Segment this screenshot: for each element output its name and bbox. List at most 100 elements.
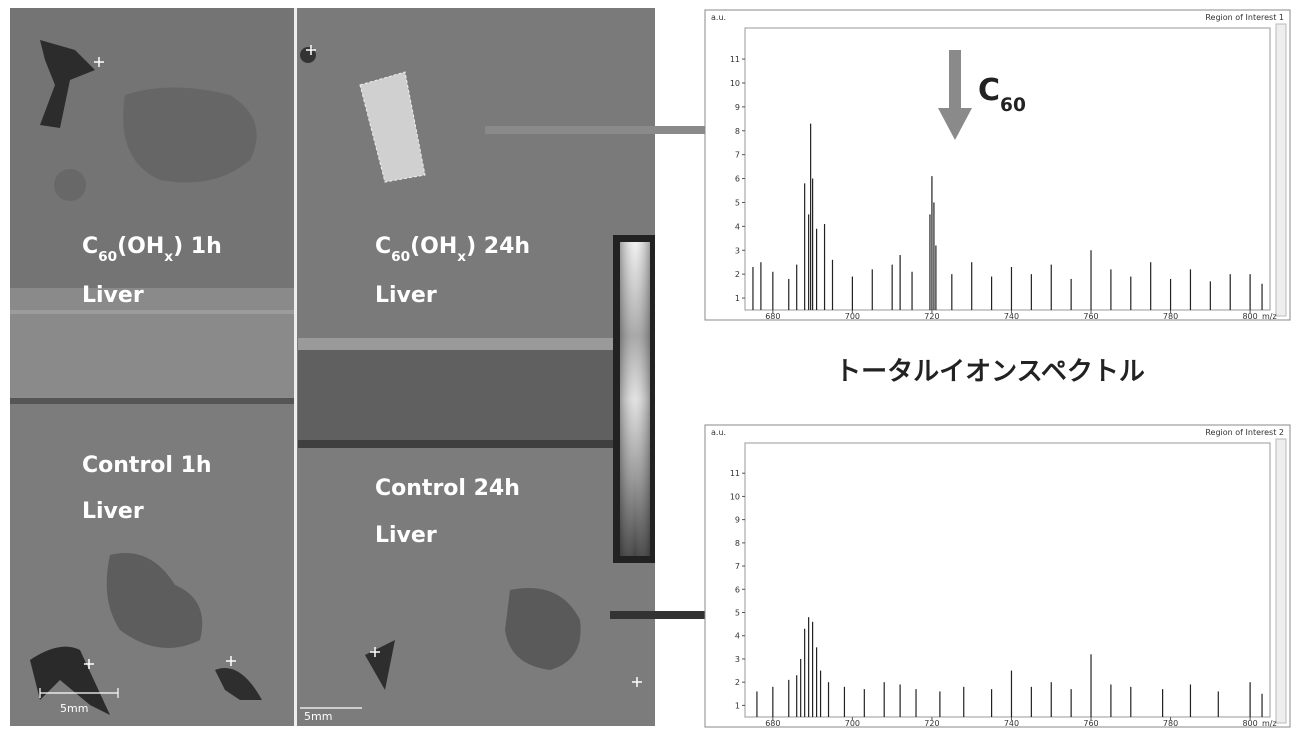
y-tick-label: 4 — [735, 632, 740, 641]
sample-label: Liver — [375, 523, 437, 548]
text-part: C — [978, 73, 1000, 108]
x-axis-label: m/z — [1262, 312, 1277, 321]
text-part: x — [457, 249, 466, 265]
y-axis-label: a.u. — [711, 428, 726, 437]
spectrum-frame — [704, 9, 1291, 321]
x-tick-label: 760 — [1083, 312, 1098, 321]
caption: トータルイオンスペクトル — [835, 357, 1145, 387]
text-part: 60 — [391, 249, 410, 265]
text-part: 60 — [98, 249, 117, 265]
x-tick-label: 760 — [1083, 719, 1098, 728]
y-tick-label: 6 — [735, 175, 740, 184]
y-tick-label: 10 — [730, 492, 740, 501]
y-tick-label: 11 — [730, 55, 740, 64]
sample-label: Control 1h — [82, 453, 212, 478]
y-tick-label: 2 — [735, 678, 740, 687]
y-tick-label: 4 — [735, 222, 740, 231]
tissue — [215, 668, 262, 700]
scrollbar — [1275, 438, 1287, 724]
y-tick-label: 2 — [735, 270, 740, 279]
color-bar — [620, 242, 650, 556]
x-axis-label: m/z — [1262, 719, 1277, 728]
image-region — [298, 8, 655, 338]
image-region — [298, 350, 655, 440]
y-tick-label: 9 — [735, 516, 740, 525]
x-tick-label: 720 — [924, 312, 939, 321]
image-band — [10, 398, 294, 404]
y-tick-label: 3 — [735, 246, 740, 255]
x-tick-label: 680 — [765, 312, 780, 321]
arrow — [610, 600, 785, 630]
plot-area — [744, 27, 1271, 311]
y-tick-label: 7 — [735, 562, 740, 571]
scale-bar-label: 5mm — [60, 702, 88, 715]
x-tick-label: 780 — [1163, 719, 1178, 728]
sample-label: Liver — [82, 283, 144, 308]
sample-label: Control 24h — [375, 476, 520, 501]
marker — [84, 45, 642, 687]
y-tick-label: 9 — [735, 103, 740, 112]
image-band — [10, 310, 294, 314]
spectrum-title: Region of Interest 2 — [1205, 428, 1284, 437]
y-tick-label: 3 — [735, 655, 740, 664]
x-tick-label: 780 — [1163, 312, 1178, 321]
text-part: C — [375, 234, 391, 259]
panel-divider — [294, 8, 297, 726]
x-tick-label: 800 — [1242, 312, 1257, 321]
annotation: C60 — [978, 73, 1026, 116]
spectrum-frame — [704, 424, 1291, 728]
tissue — [30, 646, 110, 715]
x-tick-label: 720 — [924, 719, 939, 728]
spectra: a.u. Region of Interest 1m/z1234567891011… — [704, 9, 1291, 728]
image-band — [298, 338, 655, 350]
tissue — [123, 87, 257, 183]
tissue — [106, 553, 203, 648]
text-part: (OH — [410, 234, 457, 259]
x-tick-label: 680 — [765, 719, 780, 728]
y-tick-label: 8 — [735, 127, 740, 136]
y-tick-label: 1 — [735, 294, 740, 303]
arrow — [485, 114, 788, 146]
tissue — [505, 588, 581, 670]
x-tick-label: 700 — [845, 312, 860, 321]
image-panels: 5mm 5mm C60(OHx) 1h Liver Control 1h Liv… — [10, 8, 657, 726]
x-tick-label: 740 — [1004, 719, 1019, 728]
sample-label: Liver — [82, 499, 144, 524]
sample-label: C60(OHx) 24h — [375, 234, 530, 265]
y-tick-label: 5 — [735, 198, 740, 207]
scale-bar — [39, 688, 362, 709]
plot-area — [744, 442, 1271, 718]
sample-label: Liver — [375, 283, 437, 308]
scale-bar-label: 5mm — [304, 710, 332, 723]
y-tick-label: 7 — [735, 151, 740, 160]
y-tick-label: 6 — [735, 585, 740, 594]
tissue — [40, 40, 95, 128]
x-tick-label: 800 — [1242, 719, 1257, 728]
tissue — [359, 71, 426, 183]
gap — [655, 0, 705, 733]
tissue — [300, 47, 316, 63]
tissue — [54, 169, 86, 201]
y-tick-label: 5 — [735, 609, 740, 618]
text-part: 60 — [1000, 95, 1026, 116]
y-tick-label: 10 — [730, 79, 740, 88]
text-part: ) 1h — [173, 234, 222, 259]
image-region — [10, 288, 294, 398]
text-part: C — [82, 234, 98, 259]
y-tick-label: 11 — [730, 469, 740, 478]
text-part: (OH — [117, 234, 164, 259]
text-part: ) 24h — [466, 234, 530, 259]
image-band — [298, 440, 655, 448]
markers — [84, 45, 642, 687]
sample-label: C60(OHx) 1h — [82, 234, 222, 265]
arrow — [938, 50, 972, 140]
spectrum-title: Region of Interest 1 — [1205, 13, 1284, 22]
y-tick-label: 8 — [735, 539, 740, 548]
scrollbar — [1275, 23, 1287, 317]
y-axis-label: a.u. — [711, 13, 726, 22]
x-tick-label: 740 — [1004, 312, 1019, 321]
text-part: x — [164, 249, 173, 265]
y-tick-label: 1 — [735, 701, 740, 710]
x-tick-label: 700 — [845, 719, 860, 728]
